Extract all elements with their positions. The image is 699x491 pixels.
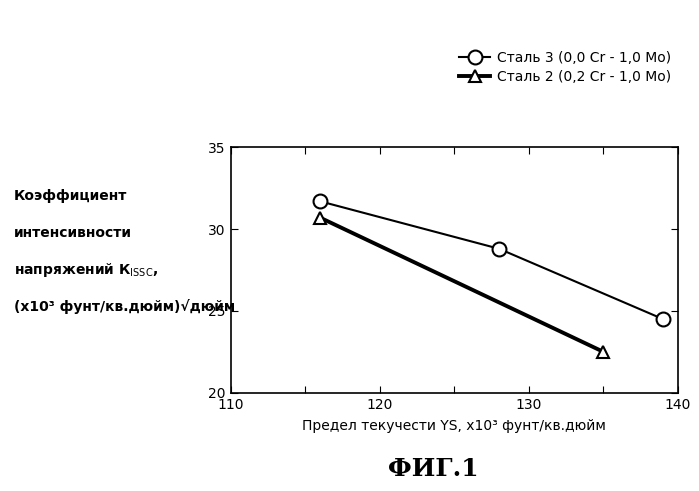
X-axis label: Предел текучести YS, х10³ фунт/кв.дюйм: Предел текучести YS, х10³ фунт/кв.дюйм (303, 419, 606, 433)
Text: ФИГ.1: ФИГ.1 (388, 457, 479, 481)
Legend: Сталь 3 (0,0 Cr - 1,0 Mo), Сталь 2 (0,2 Cr - 1,0 Mo): Сталь 3 (0,0 Cr - 1,0 Mo), Сталь 2 (0,2 … (459, 51, 671, 84)
Line: Сталь 3 (0,0 Cr - 1,0 Mo): Сталь 3 (0,0 Cr - 1,0 Mo) (313, 194, 670, 326)
Сталь 2 (0,2 Cr - 1,0 Mo) (316, 215, 324, 220)
Сталь 2 (0,2 Cr - 1,0 Mo) (599, 349, 607, 355)
Сталь 3 (0,0 Cr - 1,0 Mo) (495, 246, 503, 252)
Text: Коэффициент: Коэффициент (14, 190, 127, 203)
Text: интенсивности: интенсивности (14, 226, 132, 240)
Сталь 3 (0,0 Cr - 1,0 Mo) (659, 316, 668, 322)
Text: (х10³ фунт/кв.дюйм)√дюйм: (х10³ фунт/кв.дюйм)√дюйм (14, 300, 235, 314)
Line: Сталь 2 (0,2 Cr - 1,0 Mo): Сталь 2 (0,2 Cr - 1,0 Mo) (314, 212, 610, 358)
Text: напряжений К$_{\mathrm{ISSC}}$,: напряжений К$_{\mathrm{ISSC}}$, (14, 261, 158, 279)
Сталь 3 (0,0 Cr - 1,0 Mo) (316, 198, 324, 204)
